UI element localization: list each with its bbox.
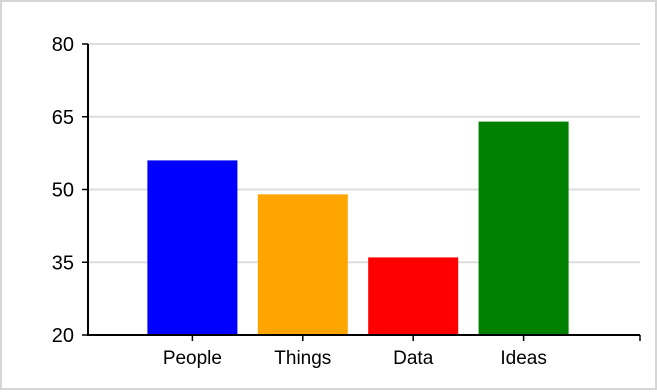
y-tick-label-50: 50 <box>52 180 74 202</box>
x-tick-label-people: People <box>163 348 222 369</box>
bar-people <box>147 160 238 335</box>
y-tick-label-80: 80 <box>52 34 74 56</box>
y-tick-label-20: 20 <box>52 325 74 347</box>
y-axis-ticks: 20 35 50 65 80 <box>52 34 88 347</box>
bar-data <box>368 257 459 335</box>
y-tick-label-35: 35 <box>52 252 74 274</box>
x-axis-ticks: People Things Data Ideas <box>163 335 547 369</box>
bar-things <box>257 194 348 335</box>
x-tick-label-data: Data <box>393 348 434 369</box>
bars <box>147 121 569 335</box>
bar-ideas <box>478 121 569 335</box>
x-tick-label-things: Things <box>274 348 331 369</box>
y-tick-label-65: 65 <box>52 107 74 129</box>
x-tick-label-ideas: Ideas <box>500 348 546 369</box>
